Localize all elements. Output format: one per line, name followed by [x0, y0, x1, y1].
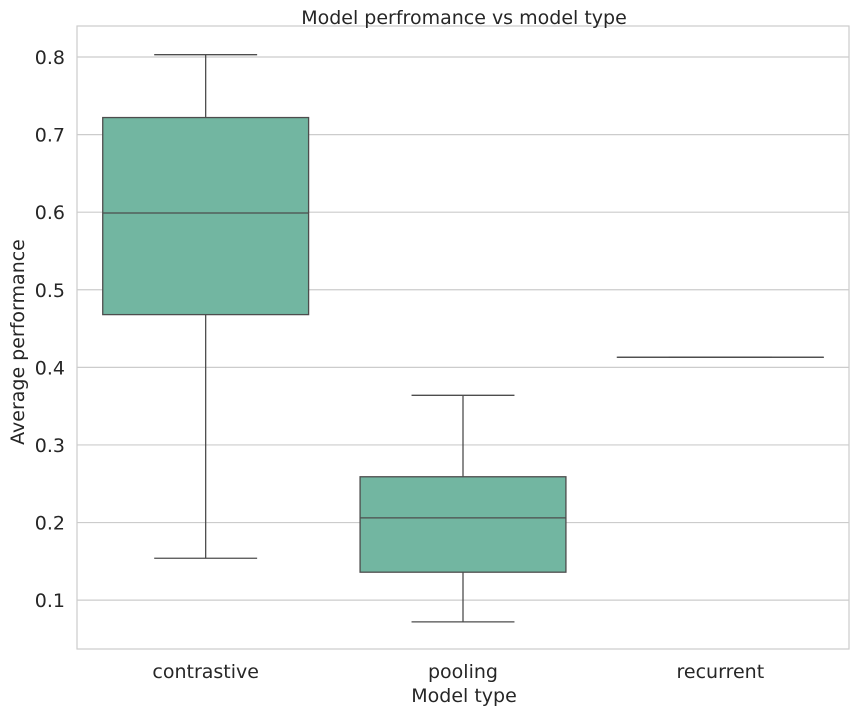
y-axis-label: Average performance — [7, 239, 29, 445]
y-tick-label: 0.2 — [35, 513, 65, 535]
plot-frame — [76, 25, 850, 650]
y-tick-label: 0.1 — [35, 590, 65, 612]
y-tick-label: 0.8 — [35, 47, 65, 69]
x-tick-label-contrastive: contrastive — [152, 661, 259, 683]
iqr-box — [359, 476, 567, 573]
y-tick-label: 0.4 — [35, 357, 65, 379]
y-tick-labels: 0.1 0.2 0.3 0.4 0.5 0.6 0.7 0.8 — [35, 47, 65, 612]
x-tick-labels: contrastive pooling recurrent — [152, 661, 764, 683]
x-tick-label-pooling: pooling — [428, 661, 498, 683]
boxes — [102, 54, 824, 623]
iqr-box — [102, 116, 310, 316]
x-axis-label: Model type — [411, 685, 517, 707]
y-tick-label: 0.3 — [35, 435, 65, 457]
box-contrastive — [102, 54, 310, 559]
y-tick-label: 0.7 — [35, 125, 65, 147]
y-tick-label: 0.6 — [35, 202, 65, 224]
chart-title: Model perfromance vs model type — [301, 7, 627, 29]
y-tick-label: 0.5 — [35, 280, 65, 302]
x-tick-label-recurrent: recurrent — [677, 661, 765, 683]
box-pooling — [359, 394, 567, 623]
